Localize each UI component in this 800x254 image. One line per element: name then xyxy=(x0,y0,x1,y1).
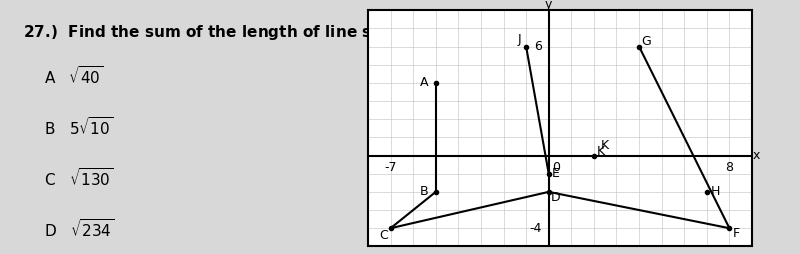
Text: B   $5\sqrt{10}$: B $5\sqrt{10}$ xyxy=(44,116,114,138)
Text: E: E xyxy=(551,167,559,180)
Text: F: F xyxy=(733,227,740,240)
Text: -7: -7 xyxy=(384,161,397,174)
Text: C: C xyxy=(379,229,388,242)
Text: K: K xyxy=(601,139,609,152)
Text: K: K xyxy=(597,145,605,158)
Text: 6: 6 xyxy=(534,40,542,53)
Text: G: G xyxy=(641,35,650,47)
Text: 27.)  Find the sum of the length of line segments $\overline{EF}$ and $\overline: 27.) Find the sum of the length of line … xyxy=(23,20,541,43)
Text: 8: 8 xyxy=(726,161,734,174)
Text: C   $\sqrt{130}$: C $\sqrt{130}$ xyxy=(44,167,114,189)
Text: A   $\sqrt{40}$: A $\sqrt{40}$ xyxy=(44,65,104,87)
Text: -4: -4 xyxy=(530,222,542,235)
Text: A: A xyxy=(420,76,429,89)
Text: y: y xyxy=(545,0,552,11)
Text: 0: 0 xyxy=(552,161,560,174)
Text: D   $\sqrt{234}$: D $\sqrt{234}$ xyxy=(44,218,114,240)
Text: H: H xyxy=(711,185,721,198)
Text: J: J xyxy=(518,33,521,46)
Text: D: D xyxy=(550,191,560,204)
Text: B: B xyxy=(420,185,429,198)
Text: x: x xyxy=(753,149,760,162)
